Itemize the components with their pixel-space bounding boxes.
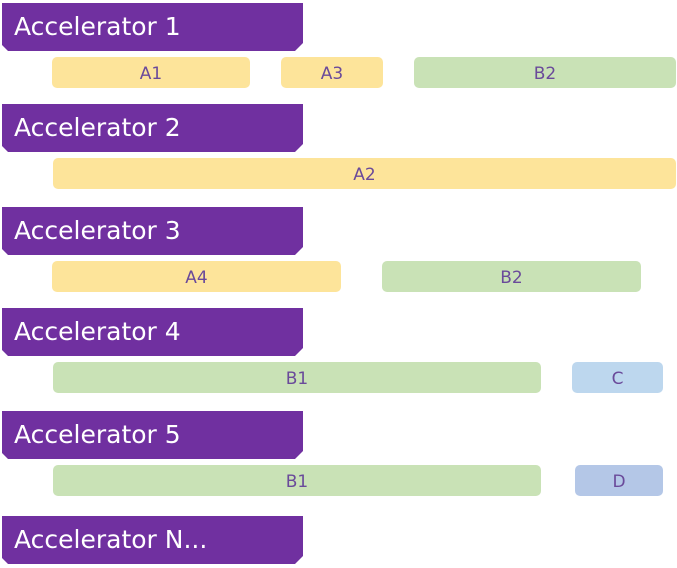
task-label: B1 — [286, 369, 308, 389]
accelerator-header — [2, 104, 303, 152]
task-bar — [53, 362, 541, 393]
task-label: B1 — [286, 472, 308, 492]
accelerator-label: Accelerator 3 — [14, 216, 181, 245]
accelerator-header — [2, 207, 303, 255]
task-bar — [53, 158, 676, 189]
task-bar — [572, 362, 663, 393]
task-label: A2 — [353, 165, 375, 185]
task-label: A1 — [140, 64, 162, 84]
accelerator-header — [2, 411, 303, 459]
task-bar — [53, 465, 541, 496]
accelerator-label: Accelerator N... — [14, 525, 207, 554]
accelerator-label: Accelerator 5 — [14, 420, 181, 449]
task-label: B2 — [500, 268, 522, 288]
accelerator-label: Accelerator 2 — [14, 113, 181, 142]
task-bar — [52, 261, 341, 292]
accelerator-header — [2, 308, 303, 356]
task-label: D — [612, 472, 625, 492]
task-label: A3 — [321, 64, 343, 84]
accelerator-label: Accelerator 1 — [14, 12, 181, 41]
task-bar — [575, 465, 663, 496]
task-bar — [414, 57, 676, 88]
task-label: C — [612, 369, 624, 389]
accelerator-header — [2, 3, 303, 51]
task-label: B2 — [534, 64, 556, 84]
accelerator-header — [2, 516, 303, 564]
task-bar — [52, 57, 250, 88]
task-bar — [281, 57, 383, 88]
accelerator-label: Accelerator 4 — [14, 317, 181, 346]
task-label: A4 — [185, 268, 207, 288]
task-bar — [382, 261, 641, 292]
